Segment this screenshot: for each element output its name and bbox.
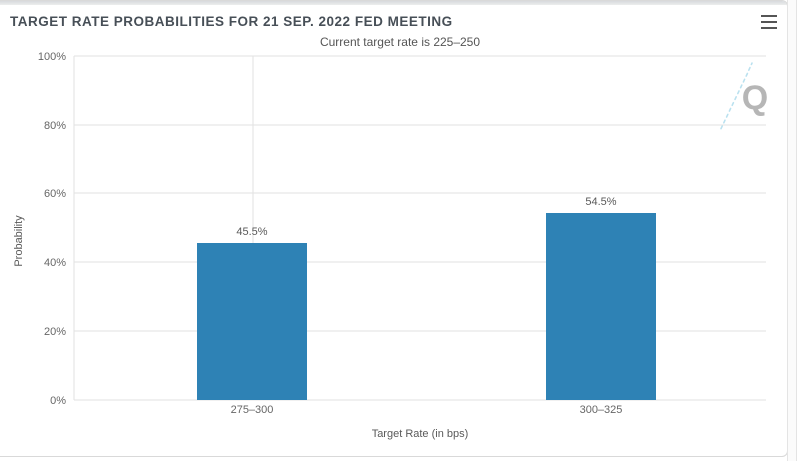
- svg-text:40%: 40%: [44, 257, 66, 269]
- svg-text:Probability: Probability: [13, 215, 25, 267]
- svg-text:Target Rate (in bps): Target Rate (in bps): [372, 428, 469, 440]
- svg-text:60%: 60%: [44, 188, 66, 200]
- svg-text:20%: 20%: [44, 326, 66, 338]
- svg-text:100%: 100%: [38, 51, 66, 63]
- svg-text:0%: 0%: [50, 395, 66, 407]
- svg-text:275–300: 275–300: [231, 404, 274, 416]
- svg-text:Q: Q: [742, 79, 768, 117]
- svg-text:80%: 80%: [44, 120, 66, 132]
- svg-text:300–325: 300–325: [580, 404, 623, 416]
- svg-text:54.5%: 54.5%: [585, 196, 616, 208]
- svg-text:45.5%: 45.5%: [236, 226, 267, 238]
